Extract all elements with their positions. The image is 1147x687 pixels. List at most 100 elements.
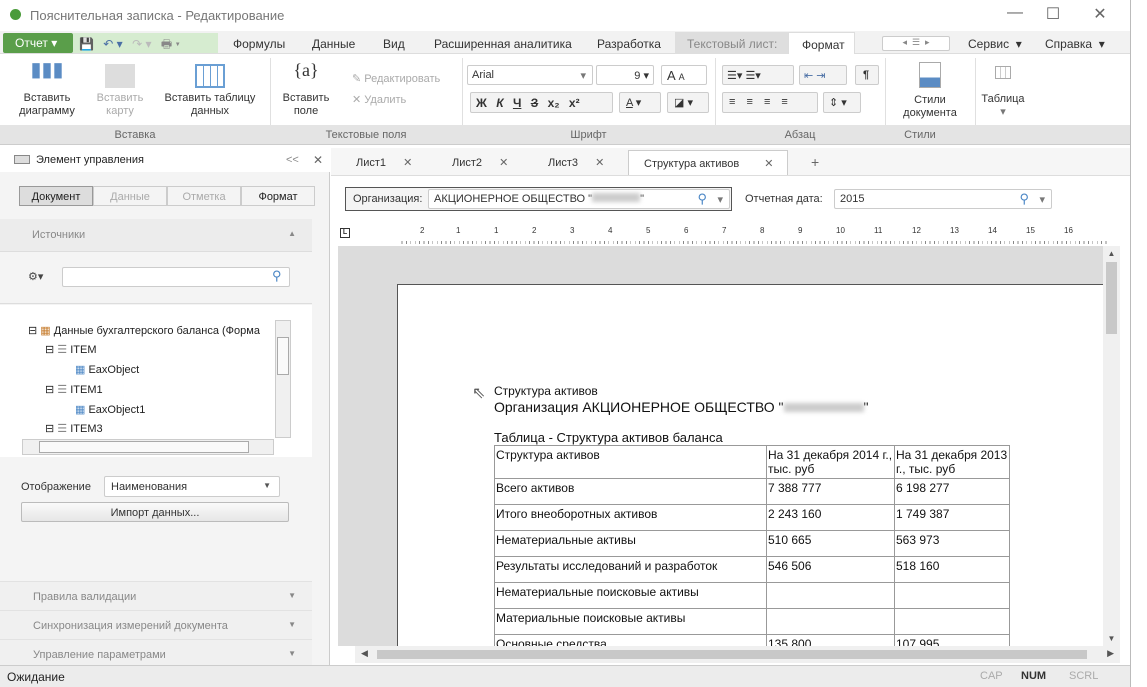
tree-node-eaxobject1[interactable]: ▦ EaxObject1 [75, 404, 146, 416]
tab-development[interactable]: Разработка [597, 37, 661, 51]
ruler-tick-label: 13 [950, 226, 959, 235]
section-dimension-sync[interactable]: Синхронизация измерений документа ▼ [0, 610, 312, 639]
close-panel-icon[interactable]: ✕ [313, 153, 324, 167]
italic-button[interactable]: К [496, 96, 504, 110]
highlight-color-button[interactable]: ◪ ▾ [667, 92, 709, 113]
service-menu[interactable]: Сервис ▾ [968, 37, 1022, 51]
edit-button[interactable]: ✎ Редактировать [352, 73, 441, 85]
font-size-select[interactable]: 9 ▾ [596, 65, 654, 85]
insert-data-table-button[interactable]: Вставить таблицу данных [160, 64, 260, 118]
insert-map-label: Вставить карту [96, 92, 144, 117]
font-style-buttons[interactable]: Ж К Ч З x₂ x² [470, 92, 613, 113]
sheet-tab-asset-structure[interactable]: Структура активов ✕ [628, 150, 788, 175]
list-buttons[interactable]: ☰▾ ☰▾ [722, 65, 794, 85]
help-label: Справка [1045, 37, 1093, 51]
tab-scroll-buttons[interactable]: ◂ ☰ ▸ [882, 36, 950, 51]
ruler-tick-label: 10 [836, 226, 845, 235]
close-tab-icon[interactable]: ✕ [595, 157, 605, 169]
header-cell: Структура активов [494, 445, 767, 479]
minimize-button[interactable]: — [1007, 4, 1023, 21]
document-styles-button[interactable]: Стили документа [890, 62, 970, 120]
tree-horizontal-scrollbar[interactable] [22, 439, 274, 455]
tab-view[interactable]: Вид [383, 37, 405, 51]
alignment-buttons[interactable]: ≡ ≡ ≡ ≡ [722, 92, 818, 113]
tree-node-eaxobject[interactable]: ▦ EaxObject [75, 364, 140, 376]
redacted-text [783, 403, 864, 412]
insert-map-button[interactable]: Вставить карту [90, 64, 150, 118]
indent-buttons[interactable]: ⇤ ⇥ [799, 65, 847, 85]
tab-format[interactable]: Формат [788, 32, 855, 55]
tree-node-item[interactable]: ⊟ ☰ ITEM [45, 344, 97, 356]
divider [715, 58, 716, 144]
tab-data[interactable]: Данные [312, 37, 356, 51]
tree-node-balance-data[interactable]: ⊟ ▦ Данные бухгалтерского баланса (Форма [28, 325, 260, 337]
sheet-tab-2[interactable]: Лист2 ✕ [452, 150, 508, 175]
underline-button[interactable]: Ч [512, 96, 522, 110]
table-cell: Нематериальные активы [494, 530, 767, 557]
control-panel-header [0, 148, 330, 172]
report-menu-button[interactable]: Отчет ▾ [3, 33, 73, 53]
search-icon[interactable]: ⚲ [697, 191, 707, 206]
close-tab-icon[interactable]: ✕ [403, 157, 413, 169]
vertical-scrollbar[interactable]: ▲ ▼ [1103, 246, 1120, 646]
pilcrow-button[interactable]: ¶ [855, 65, 879, 85]
tree-label: ITEM3 [70, 423, 103, 435]
tree-node-item1[interactable]: ⊟ ☰ ITEM1 [45, 384, 103, 396]
line-spacing-button[interactable]: ⇕ ▾ [823, 92, 861, 113]
tree-vertical-scrollbar[interactable] [275, 320, 291, 438]
horizontal-ruler[interactable]: 2 1 1 2 3 4 5 6 7 8 9 10 11 12 13 14 15 16 [398, 226, 1110, 244]
report-date-select[interactable]: 2015 ⚲ ▾ [834, 189, 1052, 209]
organization-label: Организация: [353, 193, 423, 205]
search-icon[interactable]: ⚲ [272, 268, 282, 283]
horizontal-scrollbar[interactable]: ◀ ▶ [355, 646, 1120, 663]
collapse-panel-icon[interactable]: << [286, 154, 299, 166]
segment-document[interactable]: Документ [19, 186, 93, 206]
sheet-tab-1[interactable]: Лист1 ✕ [356, 150, 412, 175]
font-name-select[interactable]: Arial ▾ [467, 65, 593, 85]
print-icon[interactable]: 🖶 ▾ [160, 37, 180, 51]
sources-search-input[interactable] [62, 267, 290, 287]
close-tab-icon[interactable]: ✕ [499, 157, 509, 169]
report-date-value: 2015 [840, 193, 865, 205]
close-tab-icon[interactable]: ✕ [764, 158, 774, 170]
undo-icon[interactable]: ↶ ▾ [103, 37, 123, 51]
redacted-text [592, 193, 641, 202]
add-sheet-button[interactable]: + [811, 154, 820, 170]
sheet-tab-label: Структура активов [644, 158, 740, 170]
font-color-button[interactable]: A ▾ [619, 92, 661, 113]
sheet-tab-3[interactable]: Лист3 ✕ [548, 150, 604, 175]
section-validation-rules[interactable]: Правила валидации ▼ [0, 581, 312, 610]
sources-section-header[interactable]: Источники ▲ [0, 219, 312, 252]
table-header-row: Структура активов На 31 декабря 2014 г.,… [494, 445, 1010, 479]
tree-label: ITEM [70, 344, 97, 356]
redo-icon[interactable]: ↷ ▾ [132, 37, 152, 51]
display-select[interactable]: Наименования ▼ [104, 476, 280, 497]
save-icon[interactable]: 💾 [79, 37, 94, 51]
tab-stop-selector[interactable]: L [340, 228, 350, 238]
search-icon[interactable]: ⚲ [1019, 191, 1029, 206]
tab-advanced-analytics[interactable]: Расширенная аналитика [434, 37, 572, 51]
delete-button[interactable]: ✕ Удалить [352, 94, 407, 106]
insert-chart-button[interactable]: ▮▮▮ Вставить диаграмму [12, 60, 82, 118]
section-parameters[interactable]: Управление параметрами ▼ [0, 639, 312, 665]
segment-markup[interactable]: Отметка [167, 186, 241, 206]
settings-dropdown-icon[interactable]: ⚙▾ [28, 271, 44, 283]
segment-format[interactable]: Формат [241, 186, 315, 206]
tab-formulas[interactable]: Формулы [233, 37, 286, 51]
group-label-text-fields: Текстовые поля [325, 129, 407, 141]
segment-data[interactable]: Данные [93, 186, 167, 206]
table-cell: Основные средства [494, 634, 767, 646]
organization-select[interactable]: АКЦИОНЕРНОЕ ОБЩЕСТВО " " ⚲ ▾ [428, 189, 730, 209]
close-button[interactable]: ✕ [1093, 6, 1107, 23]
table-button[interactable]: Таблица ▾ [978, 66, 1028, 119]
bold-button[interactable]: Ж [476, 96, 487, 110]
window-title: Пояснительная записка - Редактирование [30, 8, 285, 23]
font-grow-shrink-buttons[interactable]: A A [661, 65, 707, 85]
tree-node-item3[interactable]: ⊟ ☰ ITEM3 [45, 423, 103, 435]
import-data-button[interactable]: Импорт данных... [21, 502, 289, 522]
maximize-button[interactable]: ☐ [1045, 6, 1061, 23]
insert-field-button[interactable]: {a} Вставить поле [277, 61, 335, 118]
help-menu[interactable]: Справка ▾ [1045, 37, 1105, 51]
doc-organization-text: Организация АКЦИОНЕРНОЕ ОБЩЕСТВО " [494, 399, 784, 415]
strikethrough-button[interactable]: З [530, 96, 539, 110]
